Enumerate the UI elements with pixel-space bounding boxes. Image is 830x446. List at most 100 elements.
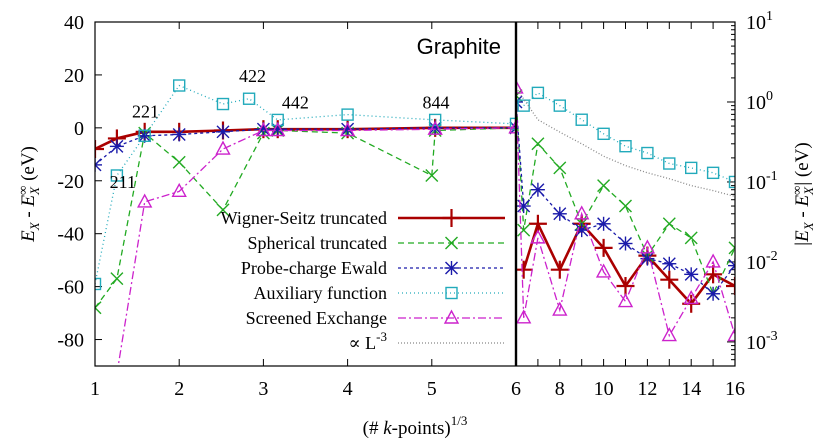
triangle-marker [270, 122, 286, 137]
triangle-marker [661, 327, 677, 342]
label-part: X [801, 221, 816, 231]
kpoint-annotation: 422 [239, 66, 266, 86]
square-marker [597, 127, 610, 141]
data-point [110, 169, 124, 182]
kpoint-annotation: 844 [423, 92, 450, 112]
y-right-tick-exponent: 1 [766, 9, 773, 24]
cross-marker [553, 161, 567, 175]
y-axis-label-right: |EX - EX∞| (eV) [789, 142, 816, 245]
y-right-tick-label: 101 [746, 9, 773, 34]
triangle-marker [137, 193, 153, 208]
label-part: E [792, 195, 813, 208]
triangle-marker [516, 309, 532, 324]
series-line [516, 87, 735, 338]
label-part: | (eV) [792, 142, 813, 185]
triangle-marker [727, 327, 735, 342]
star-marker [95, 158, 102, 166]
data-point [216, 97, 230, 111]
data-point [530, 182, 545, 197]
data-point [425, 168, 439, 182]
left-series [95, 79, 516, 366]
cross-marker [172, 155, 186, 169]
data-point [110, 272, 124, 286]
legend-label: Spherical truncated [248, 233, 387, 253]
data-point [683, 289, 699, 305]
data-point [553, 161, 567, 175]
data-point [427, 120, 443, 135]
data-point [727, 327, 735, 342]
cross-marker [597, 179, 611, 193]
data-point [242, 92, 256, 105]
series-line [523, 92, 735, 183]
label-part: -points) [392, 418, 451, 439]
data-point [575, 113, 588, 126]
legend-label: ∝ L-3 [348, 329, 387, 353]
series-line [95, 127, 516, 166]
data-point [508, 119, 516, 134]
square-marker [242, 92, 256, 105]
cross-marker [517, 223, 531, 237]
data-point [516, 79, 524, 94]
label-part: E [18, 195, 39, 208]
square-marker [509, 117, 516, 131]
x-tick-label: 1 [90, 378, 100, 400]
cross-marker [425, 168, 439, 182]
cross-marker [728, 241, 735, 249]
data-point [109, 139, 124, 154]
series-line [117, 127, 516, 366]
data-point [341, 108, 354, 121]
data-point [553, 99, 566, 112]
data-point [661, 327, 677, 342]
data-point [428, 113, 442, 127]
data-point [271, 113, 284, 127]
data-point [597, 179, 611, 193]
label-part: ∞ [789, 186, 804, 195]
square-marker [641, 146, 654, 160]
square-marker [575, 113, 588, 126]
data-point [95, 277, 102, 291]
x-tick-label: 10 [594, 378, 614, 400]
legend-label: Probe-charge Ewald [241, 258, 387, 278]
data-point [509, 117, 516, 131]
star-marker [516, 95, 523, 103]
y-right-tick-exponent: -3 [766, 329, 778, 344]
label-part: 1/3 [451, 413, 468, 428]
square-marker [216, 97, 230, 111]
triangle-marker [683, 289, 699, 305]
triangle-marker [427, 120, 443, 135]
star-marker [728, 259, 735, 267]
data-point [172, 127, 187, 142]
square-marker [428, 113, 442, 127]
triangle-marker [552, 301, 568, 316]
y-tick-label: -80 [57, 330, 84, 352]
data-point [618, 236, 633, 251]
label-part: k [383, 418, 392, 439]
star-marker [728, 264, 735, 273]
data-point [270, 122, 286, 137]
cross-marker [95, 301, 102, 309]
data-point [619, 199, 632, 213]
cross-marker [445, 236, 458, 250]
data-point [444, 261, 459, 275]
triangle-marker [255, 122, 272, 137]
series-line [516, 95, 735, 296]
triangle-marker [639, 239, 656, 254]
data-point [95, 301, 102, 315]
x-tick-label: 14 [681, 378, 701, 400]
triangle-marker [339, 122, 356, 137]
data-point [215, 124, 230, 139]
data-point [685, 161, 698, 175]
series-line [516, 87, 735, 198]
data-point [137, 193, 153, 208]
triangle-marker [530, 229, 546, 244]
square-marker [95, 277, 102, 291]
triangle-marker [508, 119, 516, 134]
data-point [597, 127, 610, 141]
data-point [619, 139, 632, 153]
data-point [339, 122, 356, 137]
y-tick-label: 0 [74, 118, 84, 140]
triangle-marker [595, 263, 612, 278]
label-part: X [27, 186, 42, 196]
data-point [728, 241, 735, 255]
x-tick-label: 2 [174, 378, 184, 400]
